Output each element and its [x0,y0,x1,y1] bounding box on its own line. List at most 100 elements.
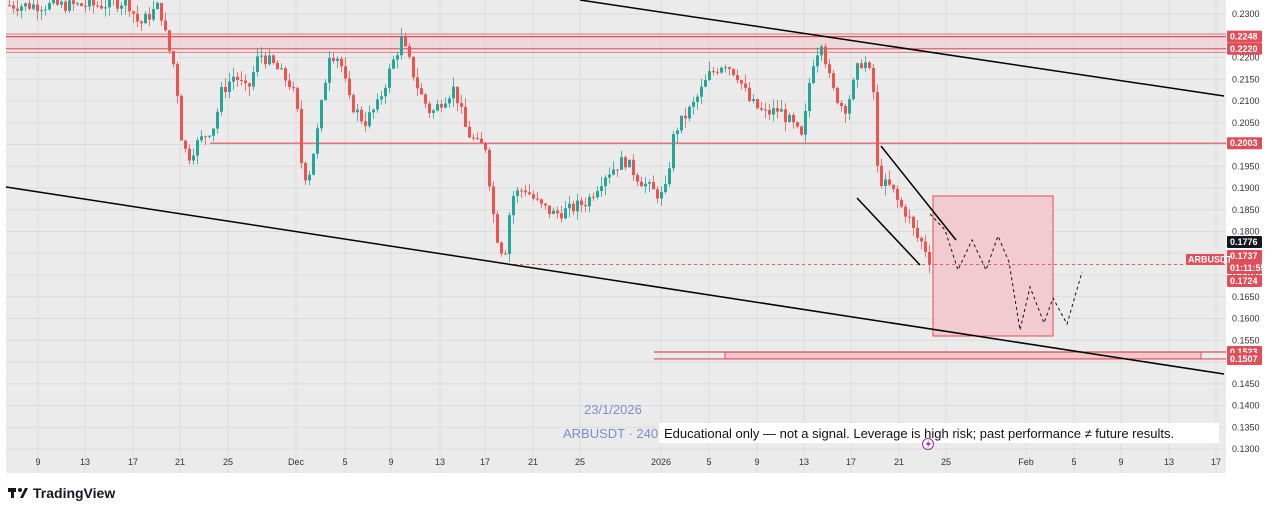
candle-body [824,46,827,65]
candle-body [472,137,475,139]
candle [876,84,879,173]
support-zone [724,351,1202,360]
candle [48,0,51,11]
lightning-icon[interactable] [922,438,934,450]
x-tick-label: 25 [575,457,585,467]
candle-body [704,80,707,87]
candle [252,65,255,91]
candle-body [744,83,747,88]
wedge-bottom-line [856,197,921,266]
candle [288,73,291,91]
candle-body [636,175,639,182]
candle [816,47,819,73]
projection [929,213,1083,331]
candle [384,84,387,105]
candle-body [124,0,127,6]
candle [424,92,427,109]
candle-body [492,186,495,215]
candle [792,112,795,129]
candle [232,67,235,91]
candle-body [844,106,847,114]
candle [480,131,483,144]
candle [64,0,67,14]
x-tick-label: 21 [528,457,538,467]
candle-body [204,136,207,138]
candle [676,127,679,143]
candle [436,99,439,112]
candle [372,108,375,120]
candle-body [820,46,823,56]
candle-body [608,174,611,178]
y-tick-label: 0.1900 [1232,183,1260,193]
candle-body [640,181,643,187]
candle [236,72,239,87]
candle-body [548,205,551,215]
candle-body [700,86,703,97]
candle [468,121,471,139]
candle-body [464,106,467,127]
candle-body [288,80,291,88]
candle-body [616,169,619,171]
resistance-top-badge-label: 0.2248 [1230,32,1258,42]
candle-body [848,99,851,114]
candle-body [752,99,755,101]
levels [6,33,1226,360]
candle [144,11,147,24]
candle [376,93,379,113]
y-tick-label: 0.1550 [1232,335,1260,345]
candle [388,63,391,93]
candle-body [252,72,255,87]
candle [320,99,323,133]
candle [524,184,527,197]
candle-body [308,174,311,181]
candle-body [304,162,307,181]
candle [512,190,515,224]
candle-body [100,5,103,9]
candle-body [688,106,691,119]
candle [116,0,119,13]
candle [612,161,615,176]
candle [900,197,903,209]
candle-body [520,190,523,192]
candle [584,197,587,212]
candle [516,187,519,203]
mid-level-badge: 0.2003 [1227,137,1262,150]
x-tick-label: 17 [128,457,138,467]
candle-body [108,0,111,8]
candle [476,132,479,141]
candle [428,101,431,118]
candle-body [556,210,559,214]
y-tick-label: 0.1850 [1232,205,1260,215]
candle [652,175,655,190]
candle-body [128,0,131,12]
candle-body [544,203,547,206]
y-tick-label: 0.2300 [1232,9,1260,19]
candle [924,234,927,258]
candle [616,169,619,177]
price-badge-1776: 0.1776 [1227,236,1262,248]
tradingview-logo[interactable]: TradingView [8,485,115,501]
resistance-bottom-badge-label: 0.2220 [1230,44,1258,54]
candle-body [480,138,483,144]
price-badge-1737: 0.1737 [1227,250,1262,262]
candle-body [368,112,371,126]
price-badge-1724-bg [1227,275,1262,287]
candle [488,147,491,192]
candle-body [312,153,315,175]
candle-body [404,36,407,47]
candle-body [484,143,487,150]
watermark-symbol: ARBUSDT · 240 [563,426,658,441]
candle-body [408,46,411,57]
candle-body [376,99,379,110]
x-tick-label: 21 [894,457,904,467]
candle [492,181,495,224]
candle [56,0,59,7]
candle [268,49,271,66]
candle-body [208,135,211,137]
x-tick-label: 17 [846,457,856,467]
candle [404,32,407,48]
candle-body [584,205,587,207]
candle-body [800,126,803,135]
candle [340,56,343,73]
